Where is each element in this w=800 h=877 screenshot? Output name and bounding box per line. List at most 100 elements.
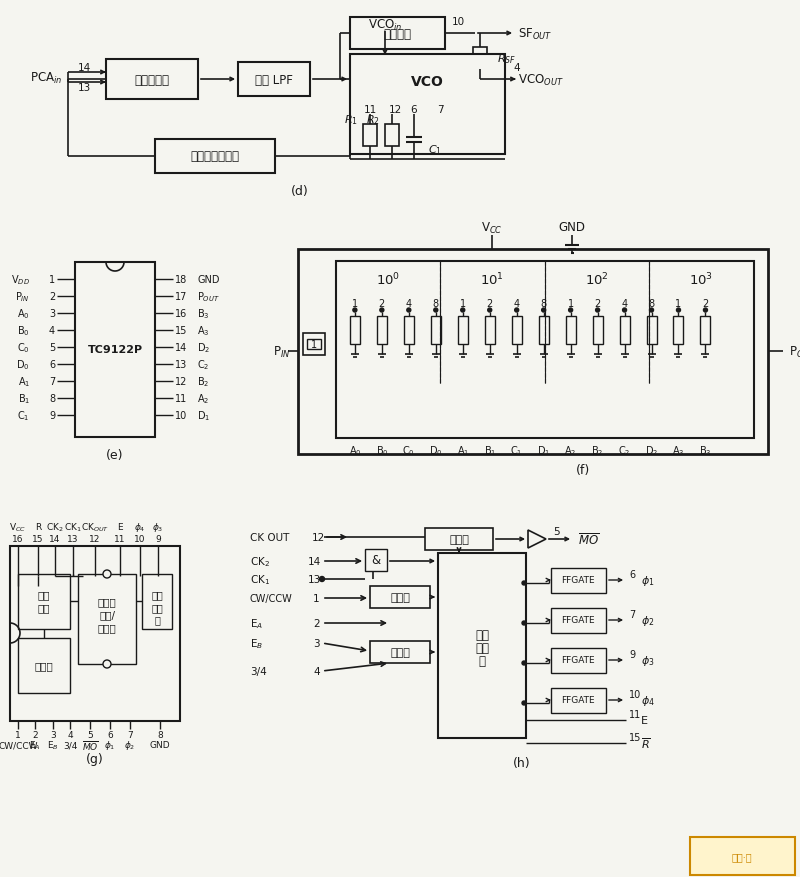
Text: 10: 10	[175, 410, 187, 420]
Text: E$_B$: E$_B$	[47, 739, 59, 752]
Text: 17: 17	[175, 292, 187, 302]
Text: $\phi_1$: $\phi_1$	[641, 574, 654, 588]
Text: &: &	[371, 554, 381, 567]
Text: 4: 4	[313, 667, 320, 676]
Text: B$_1$: B$_1$	[18, 392, 30, 405]
Text: D$_2$: D$_2$	[197, 340, 210, 354]
Text: 5: 5	[87, 731, 93, 739]
Text: 11: 11	[629, 709, 642, 719]
Text: 8: 8	[541, 299, 546, 309]
Text: 外接 LPF: 外接 LPF	[255, 74, 293, 87]
Text: A$_0$: A$_0$	[18, 307, 30, 320]
Text: 11: 11	[363, 105, 377, 115]
Text: D$_1$: D$_1$	[197, 409, 210, 423]
Text: 12: 12	[175, 376, 187, 387]
Text: 多路复: 多路复	[98, 596, 116, 606]
Text: FFGATE: FFGATE	[561, 656, 595, 665]
Circle shape	[103, 660, 111, 668]
Text: 2: 2	[32, 731, 38, 739]
Text: B$_0$: B$_0$	[375, 444, 388, 458]
Text: $C_1$: $C_1$	[428, 143, 442, 157]
Bar	[350, 317, 360, 345]
Text: $\overline{R}$: $\overline{R}$	[641, 736, 650, 751]
Text: CK$_2$: CK$_2$	[250, 554, 270, 568]
Text: 7: 7	[49, 376, 55, 387]
Text: 3: 3	[49, 309, 55, 318]
Bar	[690, 837, 795, 875]
Text: 8: 8	[49, 394, 55, 403]
Text: 译码器: 译码器	[390, 647, 410, 657]
Text: FFGATE: FFGATE	[561, 616, 595, 624]
Text: 缓冲: 缓冲	[151, 602, 163, 612]
Circle shape	[380, 309, 384, 312]
Bar	[307, 339, 321, 350]
Text: 控制: 控制	[38, 602, 50, 612]
Text: 15: 15	[175, 325, 187, 336]
Circle shape	[407, 309, 411, 312]
Text: 10: 10	[452, 17, 465, 27]
Text: CK$_1$: CK$_1$	[250, 573, 270, 586]
Bar	[363, 125, 377, 146]
Text: $\phi_4$: $\phi_4$	[134, 521, 146, 534]
Bar	[538, 317, 549, 345]
Text: CK$_{OUT}$: CK$_{OUT}$	[81, 521, 109, 533]
Text: 15: 15	[629, 732, 642, 742]
Text: 2: 2	[378, 299, 385, 309]
Text: P$_{OUT}$: P$_{OUT}$	[790, 344, 800, 360]
Bar	[155, 139, 275, 174]
Text: 器: 器	[154, 614, 160, 624]
Circle shape	[595, 309, 599, 312]
Text: P$_{IN}$: P$_{IN}$	[15, 289, 30, 303]
Text: 4: 4	[513, 63, 520, 73]
Bar	[350, 18, 445, 50]
Text: 用器/: 用器/	[99, 610, 115, 619]
Text: P$_{OUT}$: P$_{OUT}$	[197, 289, 220, 303]
Circle shape	[569, 309, 573, 312]
Circle shape	[488, 309, 492, 312]
Bar	[377, 317, 387, 345]
Text: 相位比较器: 相位比较器	[134, 74, 170, 87]
Text: 2: 2	[702, 299, 709, 309]
Text: 4: 4	[49, 325, 55, 336]
Text: D$_0$: D$_0$	[17, 358, 30, 372]
Text: CK$_2$: CK$_2$	[46, 521, 64, 533]
Circle shape	[703, 309, 707, 312]
Bar	[551, 609, 606, 633]
Text: 3: 3	[50, 731, 56, 739]
Text: CK OUT: CK OUT	[250, 532, 290, 542]
Text: B$_1$: B$_1$	[483, 444, 496, 458]
Text: 1: 1	[15, 731, 21, 739]
Text: 器: 器	[478, 655, 486, 667]
Text: 源跟随器: 源跟随器	[383, 27, 411, 40]
Text: CW/CCW: CW/CCW	[250, 594, 293, 603]
Text: 6: 6	[410, 105, 418, 115]
Text: 13: 13	[308, 574, 322, 584]
Text: (h): (h)	[513, 757, 531, 770]
Text: 7: 7	[629, 610, 635, 619]
Text: SF$_{OUT}$: SF$_{OUT}$	[518, 26, 553, 41]
Text: C$_1$: C$_1$	[510, 444, 523, 458]
Text: 16: 16	[175, 309, 187, 318]
Text: 1: 1	[460, 299, 466, 309]
Text: C$_2$: C$_2$	[197, 358, 210, 372]
Circle shape	[514, 309, 518, 312]
Text: C$_0$: C$_0$	[17, 340, 30, 354]
Text: 2: 2	[313, 618, 320, 628]
Text: 输出: 输出	[151, 589, 163, 599]
Text: A$_2$: A$_2$	[197, 392, 210, 405]
Text: VCO: VCO	[410, 75, 443, 89]
Text: E: E	[117, 523, 123, 531]
Text: 16: 16	[12, 535, 24, 544]
Bar	[674, 317, 683, 345]
Text: 9: 9	[155, 535, 161, 544]
Text: TC9122P: TC9122P	[87, 346, 142, 355]
Circle shape	[650, 309, 654, 312]
Text: $\phi_3$: $\phi_3$	[641, 653, 654, 667]
Text: 7: 7	[437, 105, 443, 115]
Text: 6: 6	[629, 569, 635, 580]
Text: A$_0$: A$_0$	[349, 444, 362, 458]
Text: 10: 10	[134, 535, 146, 544]
Text: PCA$_{in}$: PCA$_{in}$	[30, 70, 62, 85]
Bar	[430, 317, 441, 345]
Text: FFGATE: FFGATE	[561, 576, 595, 585]
